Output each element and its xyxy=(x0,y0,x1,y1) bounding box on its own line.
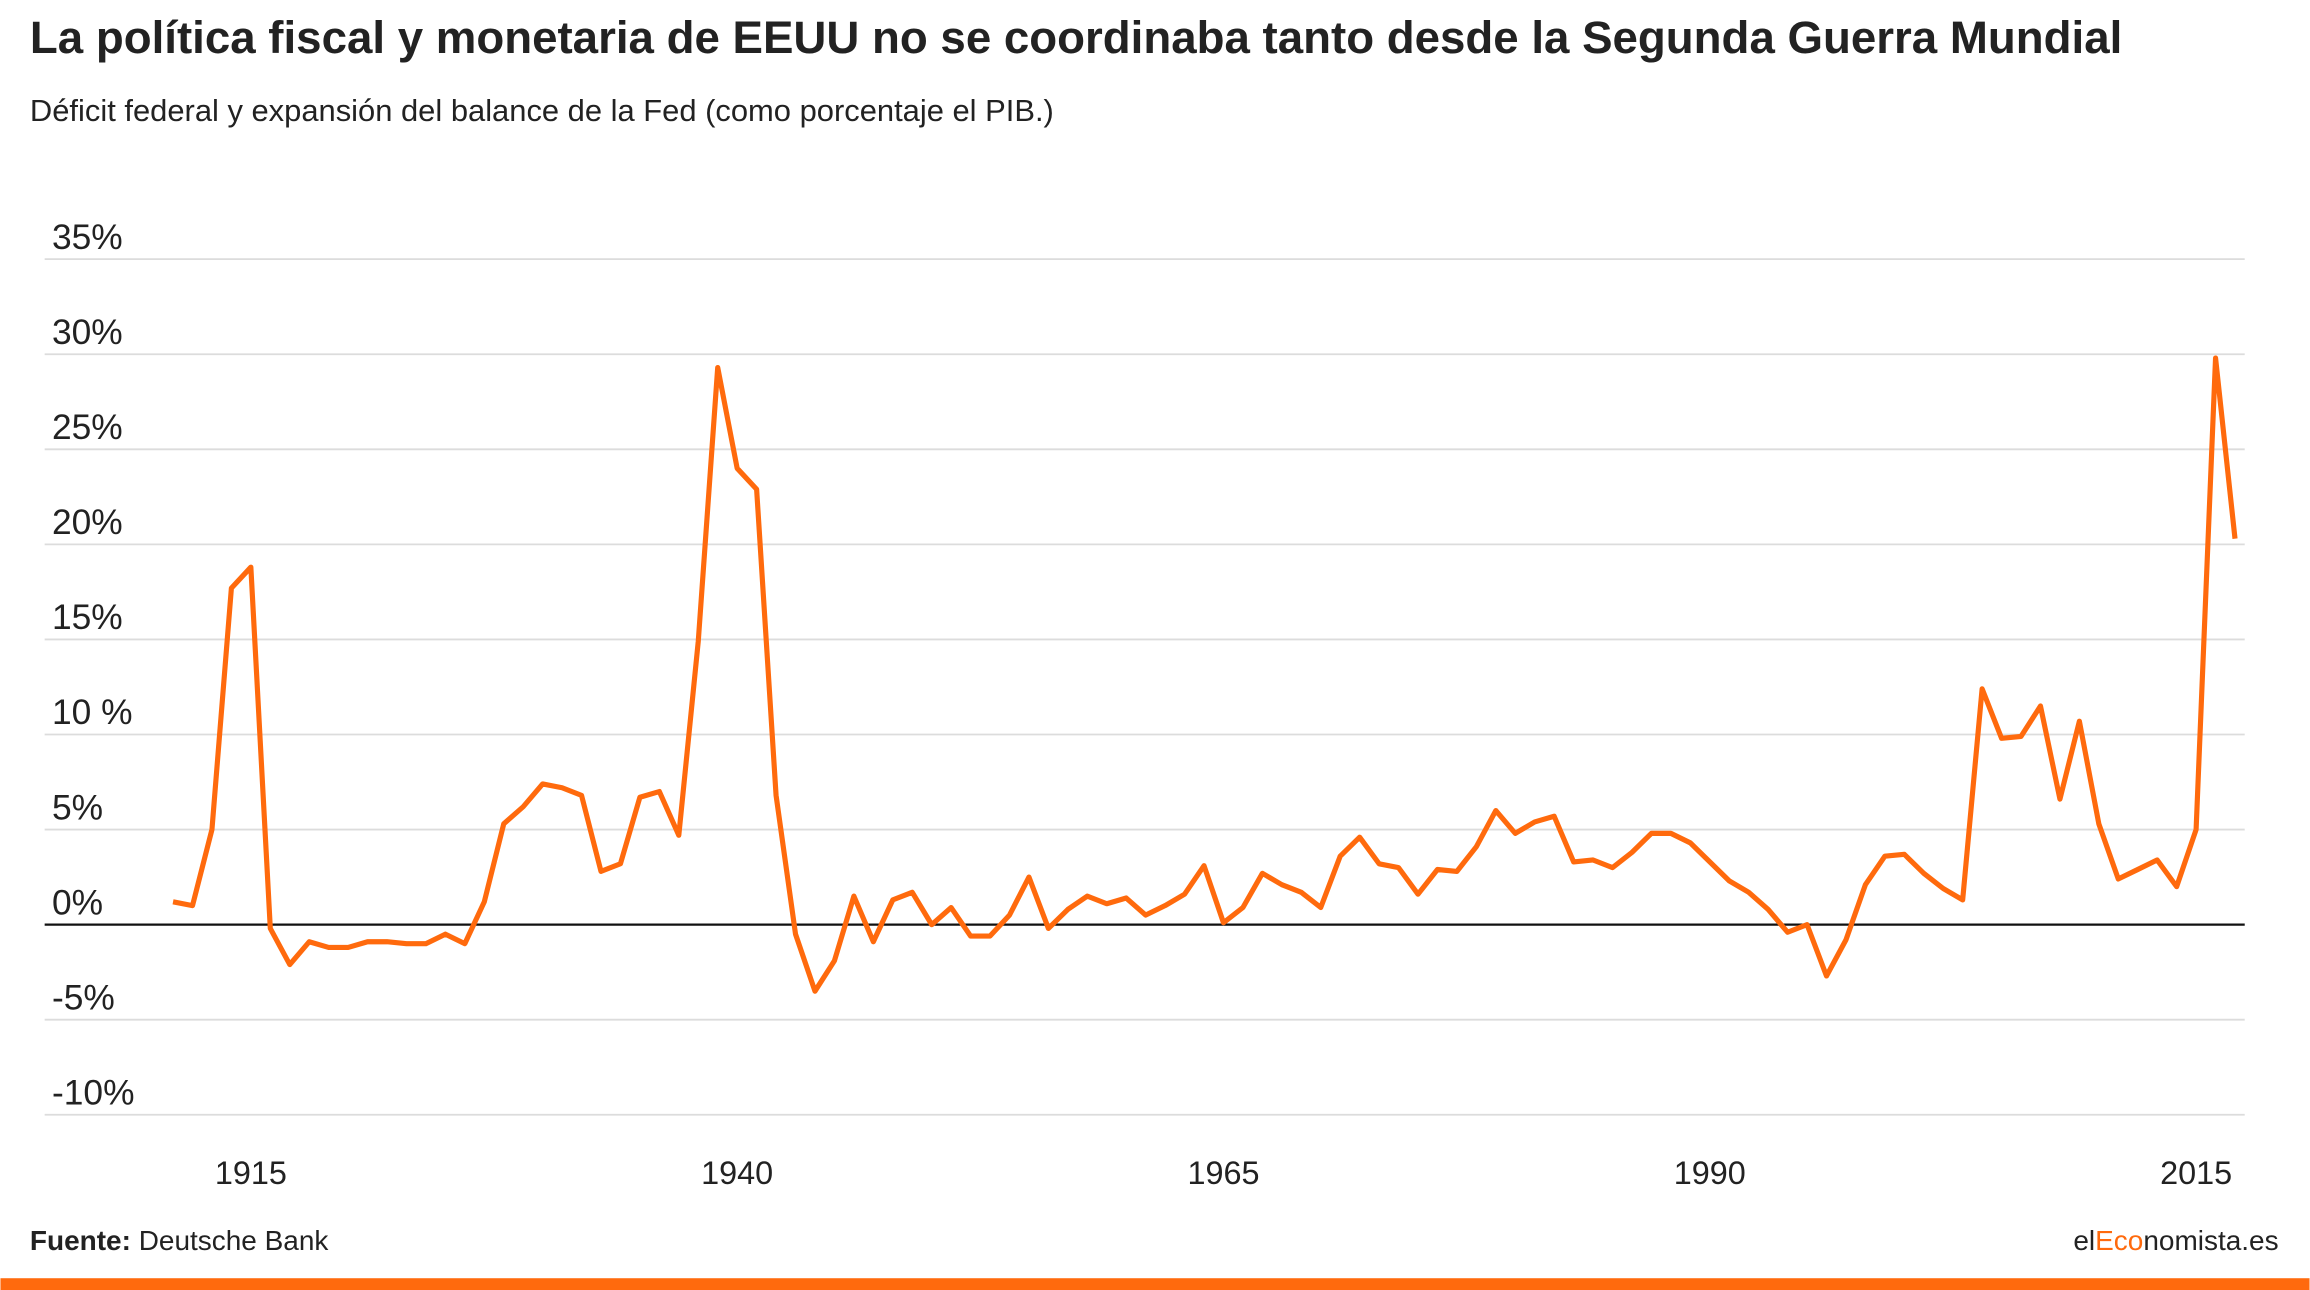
y-tick-label: 35% xyxy=(52,218,123,257)
y-tick-label: -5% xyxy=(52,978,115,1017)
source: Fuente: Deutsche Bank xyxy=(30,1225,329,1256)
brand-part: Eco xyxy=(2095,1225,2143,1256)
y-tick-label: 10 % xyxy=(52,693,133,732)
brand: elEconomista.es xyxy=(2073,1225,2278,1256)
y-tick-label: 25% xyxy=(52,408,123,447)
x-tick-label: 1990 xyxy=(1674,1155,1746,1191)
chart-title: La política fiscal y monetaria de EEUU n… xyxy=(30,12,2122,63)
source-label: Fuente: xyxy=(30,1225,131,1256)
footer-bar xyxy=(0,1278,2310,1290)
y-tick-label: 20% xyxy=(52,503,123,542)
x-tick-label: 1915 xyxy=(215,1155,287,1191)
y-tick-label: -10% xyxy=(52,1073,134,1112)
y-tick-label: 30% xyxy=(52,313,123,352)
data-line xyxy=(172,355,2238,994)
y-tick-label: 15% xyxy=(52,598,123,637)
source-name: Deutsche Bank xyxy=(139,1225,330,1256)
x-tick-label: 2015 xyxy=(2160,1155,2232,1191)
chart-subtitle: Déficit federal y expansión del balance … xyxy=(30,93,1054,128)
x-tick-label: 1965 xyxy=(1187,1155,1259,1191)
brand-part: nomista.es xyxy=(2143,1225,2278,1256)
y-tick-label: 5% xyxy=(52,788,103,827)
y-tick-label: 0% xyxy=(52,883,103,922)
brand-part: el xyxy=(2073,1225,2095,1256)
x-tick-label: 1940 xyxy=(701,1155,773,1191)
